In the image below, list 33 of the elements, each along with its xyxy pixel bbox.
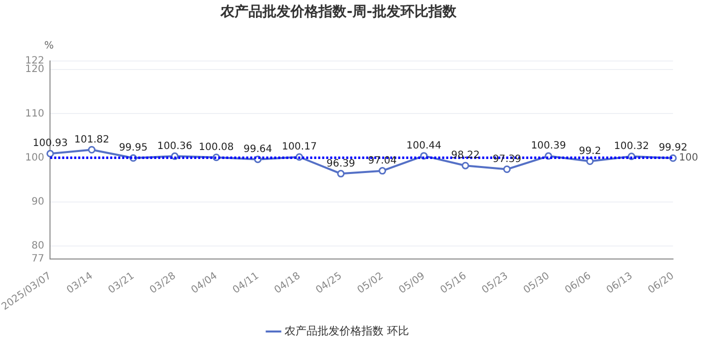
data-label: 100.44 — [406, 140, 442, 152]
y-axis-title: % — [44, 40, 54, 52]
data-label: 99.2 — [578, 146, 602, 157]
point — [337, 170, 345, 178]
legend-label: 农产品批发价格指数 环比 — [284, 324, 409, 338]
data-label: 100.36 — [157, 140, 192, 152]
data-label: 100.32 — [614, 140, 649, 152]
chart-title: 农产品批发价格指数-周-批发环比指数 — [220, 3, 458, 20]
data-label: 99.64 — [243, 144, 272, 155]
data-label: 97.39 — [492, 154, 522, 165]
y-tick-label: 77 — [31, 254, 44, 265]
data-label: 100.93 — [32, 138, 68, 150]
data-label: 101.82 — [74, 134, 110, 146]
y-tick-label: 100 — [25, 152, 44, 164]
point — [503, 166, 511, 174]
data-label: 98.22 — [451, 150, 480, 162]
data-label: 96.39 — [326, 158, 356, 170]
point — [378, 167, 386, 175]
point — [46, 150, 54, 158]
data-label: 99.95 — [118, 142, 148, 154]
y-tick-label: 80 — [31, 240, 44, 252]
y-tick-label: 110 — [25, 108, 44, 120]
point — [88, 146, 96, 154]
point — [462, 162, 470, 170]
y-tick-label: 120 — [25, 64, 44, 76]
data-label: 97.04 — [368, 155, 397, 166]
data-label: 100.17 — [282, 142, 317, 153]
data-label: 100.39 — [530, 140, 566, 152]
ref-line-label: 100 — [679, 152, 698, 164]
data-label: 99.92 — [658, 142, 688, 154]
y-tick-label: 90 — [31, 196, 44, 208]
point — [586, 158, 594, 166]
data-label: 100.08 — [198, 142, 234, 153]
